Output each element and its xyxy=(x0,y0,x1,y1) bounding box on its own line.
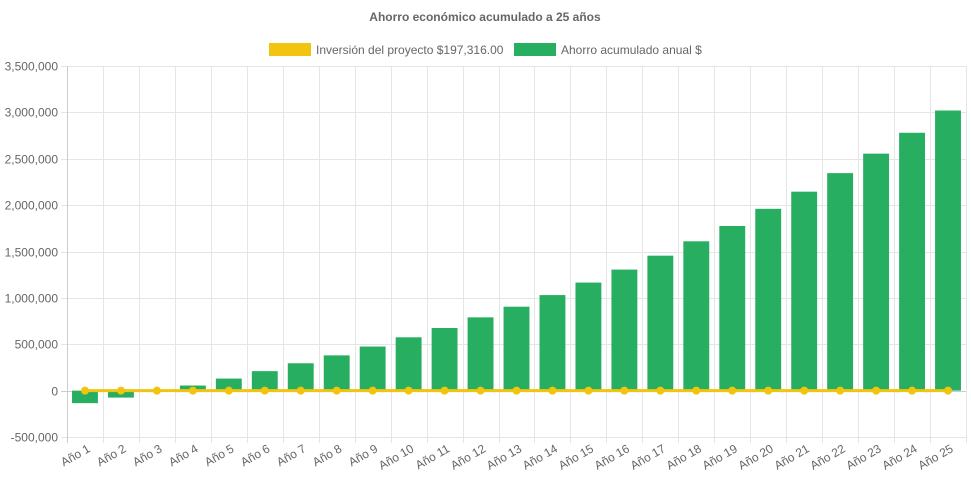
x-tick-label: Año 17 xyxy=(628,441,668,472)
x-tick-label: Año 16 xyxy=(592,441,632,472)
savings-bar xyxy=(719,225,746,391)
x-tick-label: Año 1 xyxy=(58,441,92,469)
x-tick-label: Año 3 xyxy=(130,441,164,469)
savings-bar xyxy=(791,191,818,391)
savings-bar xyxy=(359,346,386,391)
x-tick-label: Año 7 xyxy=(274,441,308,469)
savings-bar xyxy=(323,355,350,391)
y-tick-label: 2,000,000 xyxy=(5,199,59,213)
savings-bar xyxy=(935,110,961,391)
investment-point xyxy=(440,386,449,395)
investment-point xyxy=(404,386,413,395)
x-tick-label: Año 6 xyxy=(238,441,272,469)
investment-point xyxy=(116,386,125,395)
investment-line xyxy=(80,386,953,395)
x-tick-label: Año 5 xyxy=(202,441,236,469)
x-tick-label: Año 18 xyxy=(664,441,704,472)
y-tick-label: 3,500,000 xyxy=(5,60,59,74)
investment-point xyxy=(332,386,341,395)
savings-bar xyxy=(575,282,602,391)
savings-bar xyxy=(467,317,494,391)
savings-bar xyxy=(647,255,674,391)
investment-point xyxy=(656,386,665,395)
investment-point xyxy=(800,386,809,395)
investment-point xyxy=(764,386,773,395)
y-tick-label: -500,000 xyxy=(11,431,59,445)
investment-point xyxy=(584,386,593,395)
legend-item-savings[interactable]: Ahorro acumulado anual $ xyxy=(514,43,702,57)
savings-bar xyxy=(863,153,890,391)
investment-point xyxy=(548,386,557,395)
y-tick-label: 2,500,000 xyxy=(5,153,59,167)
legend: Inversión del proyecto $197,316.00 Ahorr… xyxy=(269,43,702,57)
savings-bar xyxy=(431,328,458,391)
investment-point xyxy=(728,386,737,395)
x-tick-label: Año 20 xyxy=(736,441,776,472)
savings-bar xyxy=(755,208,782,391)
y-tick-label: 500,000 xyxy=(15,338,59,352)
investment-point xyxy=(944,386,953,395)
investment-point xyxy=(512,386,521,395)
investment-point xyxy=(908,386,917,395)
x-tick-label: Año 23 xyxy=(844,441,884,472)
savings-bar xyxy=(539,295,566,391)
legend-swatch-investment xyxy=(269,43,311,56)
savings-bar xyxy=(827,173,854,391)
investment-point xyxy=(260,386,269,395)
y-tick-label: 3,000,000 xyxy=(5,106,59,120)
x-tick-label: Año 25 xyxy=(916,441,956,472)
savings-bar xyxy=(899,132,926,391)
investment-point xyxy=(296,386,305,395)
x-tick-label: Año 2 xyxy=(94,441,128,469)
savings-bar xyxy=(251,371,278,391)
y-tick-label: 1,500,000 xyxy=(5,246,59,260)
x-axis-ticks: Año 1 Año 2 Año 3 Año 4 Año 5 Año 6 Año 7 Año 8… xyxy=(58,441,955,472)
investment-point xyxy=(224,386,233,395)
savings-bar xyxy=(287,363,314,391)
y-tick-label: 0 xyxy=(51,385,58,399)
x-tick-label: Año 8 xyxy=(310,441,344,469)
x-tick-label: Año 9 xyxy=(346,441,380,469)
investment-point xyxy=(152,386,161,395)
savings-bars xyxy=(72,110,961,404)
x-tick-label: Año 15 xyxy=(556,441,596,472)
investment-point xyxy=(620,386,629,395)
investment-point xyxy=(476,386,485,395)
investment-point xyxy=(872,386,881,395)
savings-bar xyxy=(683,241,710,391)
x-tick-label: Año 14 xyxy=(520,441,560,472)
investment-point xyxy=(80,386,89,395)
savings-bar xyxy=(395,337,422,391)
x-tick-label: Año 4 xyxy=(166,441,200,469)
investment-point xyxy=(188,386,197,395)
legend-item-investment[interactable]: Inversión del proyecto $197,316.00 xyxy=(269,43,504,57)
x-tick-label: Año 22 xyxy=(808,441,848,472)
y-tick-label: 1,000,000 xyxy=(5,292,59,306)
x-tick-label: Año 10 xyxy=(376,441,416,472)
investment-point xyxy=(692,386,701,395)
x-tick-label: Año 24 xyxy=(880,441,920,472)
savings-bar xyxy=(72,390,98,404)
savings-bar xyxy=(215,378,242,391)
chart-title: Ahorro económico acumulado a 25 años xyxy=(369,10,601,24)
savings-bar xyxy=(503,306,530,391)
x-tick-label: Año 13 xyxy=(484,441,524,472)
investment-point xyxy=(368,386,377,395)
x-tick-label: Año 21 xyxy=(772,441,812,472)
y-axis-ticks: -500,000 0 500,000 1,000,000 1,500,000 2,000,… xyxy=(5,60,59,445)
investment-point xyxy=(836,386,845,395)
grid xyxy=(61,66,967,443)
legend-label-savings: Ahorro acumulado anual $ xyxy=(561,43,702,57)
x-tick-label: Año 11 xyxy=(413,441,452,472)
savings-bar xyxy=(611,269,638,391)
x-tick-label: Año 12 xyxy=(448,441,488,472)
legend-label-investment: Inversión del proyecto $197,316.00 xyxy=(316,43,504,57)
x-tick-label: Año 19 xyxy=(700,441,740,472)
legend-swatch-savings xyxy=(514,43,556,56)
